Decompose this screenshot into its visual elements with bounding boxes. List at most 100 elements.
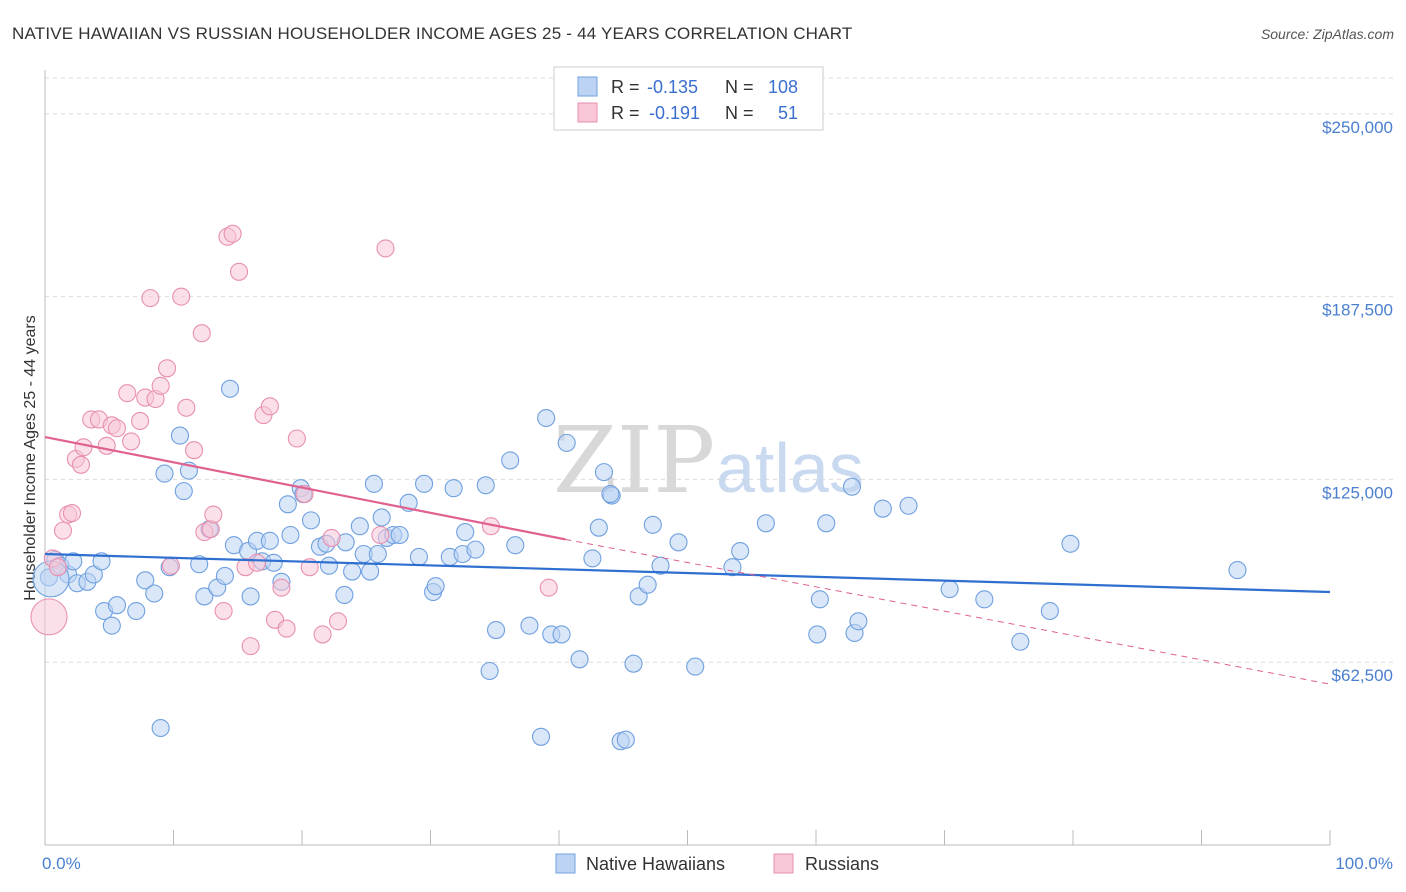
native-hawaiian-point: [570, 650, 589, 669]
y-tick-labels: $62,500 $125,000 $187,500 $250,000: [1322, 118, 1393, 685]
legend-r-label-blue: R =: [611, 77, 640, 97]
legend-n-value-blue: 108: [768, 77, 798, 97]
native-hawaiian-point: [643, 515, 662, 534]
native-hawaiian-point: [190, 555, 209, 574]
native-hawaiian-point: [817, 514, 836, 533]
russian-point: [53, 521, 73, 540]
native-hawaiian-point: [364, 474, 384, 493]
watermark-atlas: atlas: [716, 429, 864, 507]
native-hawaiian-point: [669, 533, 688, 552]
russian-point: [287, 429, 306, 448]
russian-point: [241, 637, 260, 656]
native-hawaiian-point: [220, 379, 240, 398]
native-hawaiian-point: [1011, 632, 1030, 651]
russian-point: [192, 324, 211, 343]
native-hawaiian-point: [368, 544, 387, 564]
russian-point: [122, 432, 141, 451]
legend-swatch-pink: [577, 102, 598, 123]
native-hawaiian-point: [361, 562, 380, 581]
native-hawaiian-point: [444, 479, 463, 498]
russian-point: [172, 287, 191, 306]
native-hawaiian-point: [849, 612, 868, 631]
bottom-legend: Native Hawaiians Russians: [555, 853, 879, 874]
watermark-zip: ZIP: [553, 407, 715, 514]
chart-source: Source: ZipAtlas.com: [1261, 26, 1394, 42]
native-hawaiian-point: [589, 518, 608, 537]
native-hawaiian-point: [215, 566, 234, 585]
native-hawaiian-point: [102, 616, 121, 635]
russian-point: [277, 619, 296, 638]
russian-point: [118, 384, 137, 403]
x-tick-min: 0.0%: [42, 854, 81, 873]
native-hawaiian-point: [92, 552, 111, 571]
native-hawaiian-point: [170, 426, 189, 445]
native-hawaiian-point: [486, 620, 506, 640]
native-hawaiian-point: [260, 531, 279, 550]
native-hawaiian-point: [107, 596, 127, 615]
native-hawaiian-point: [594, 463, 614, 482]
russian-point: [151, 376, 170, 395]
russian-point: [229, 262, 249, 281]
y-tick-label: $187,500: [1322, 301, 1393, 320]
native-hawaiian-point: [127, 601, 146, 621]
native-hawaiian-point: [415, 474, 434, 493]
x-ticks: [44, 830, 1331, 845]
native-hawaiian-point: [174, 482, 193, 501]
native-hawaiian-point: [301, 511, 321, 530]
y-tick-label: $62,500: [1332, 666, 1393, 685]
russian-point: [371, 525, 390, 545]
native-hawaiian-point: [466, 540, 485, 559]
bottom-legend-label-pink: Russians: [805, 854, 879, 874]
native-hawaiian-point: [583, 549, 602, 568]
legend-r-label-pink: R =: [611, 103, 640, 123]
native-hawaiian-point: [281, 525, 300, 545]
trend-lines: [44, 435, 1331, 685]
bottom-legend-swatch-blue: [555, 853, 576, 874]
russian-point: [158, 359, 177, 378]
legend-swatch-blue: [577, 76, 598, 97]
native-hawaiian-point: [557, 433, 576, 452]
legend-r-value-pink: -0.191: [649, 103, 700, 123]
native-hawaiian-point: [731, 542, 750, 561]
native-hawaiian-point: [1061, 534, 1080, 553]
russian-point: [247, 553, 267, 572]
native-hawaiian-point: [616, 730, 635, 749]
russian-point: [107, 419, 127, 438]
native-hawaiian-point: [155, 464, 174, 483]
native-hawaiian-point: [241, 587, 260, 606]
native-hawaiian-point: [1040, 601, 1059, 621]
native-hawaiian-point: [537, 408, 556, 428]
native-hawaiian-point: [873, 499, 892, 518]
native-hawaiian-point: [151, 718, 170, 738]
legend-n-label-pink: N =: [725, 103, 754, 123]
native-hawaiian-point: [64, 552, 83, 571]
native-hawaiian-point: [940, 580, 959, 599]
russian-point: [62, 504, 82, 523]
russian-point: [71, 455, 91, 474]
y-tick-label: $125,000: [1322, 483, 1393, 502]
legend-box: R = -0.135 N = 108 R = -0.191 N = 51: [553, 66, 824, 131]
russian-point: [131, 411, 150, 430]
native-hawaiian-point: [638, 575, 657, 594]
native-hawaiian-point: [601, 485, 620, 504]
chart-title: NATIVE HAWAIIAN VS RUSSIAN HOUSEHOLDER I…: [12, 24, 852, 43]
legend-n-value-pink: 51: [778, 103, 798, 123]
native-hawaiian-point: [343, 562, 362, 581]
native-hawaiian-point: [480, 661, 499, 681]
native-hawaiian-trend-line: [44, 552, 1331, 594]
native-hawaiian-point: [624, 654, 643, 673]
native-hawaiian-point: [195, 587, 214, 606]
russian-trend-extension: [565, 538, 1331, 685]
native-hawaiian-point: [899, 496, 918, 515]
legend-r-value-blue: -0.135: [647, 77, 698, 97]
russian-point: [161, 556, 180, 575]
native-hawaiian-point: [476, 476, 495, 495]
native-hawaiian-point: [390, 525, 409, 545]
russian-point: [272, 578, 291, 597]
russian-point: [204, 505, 223, 524]
russian-point: [74, 438, 93, 457]
russian-point: [214, 601, 233, 621]
y-axis-label: Householder Income Ages 25 - 44 years: [22, 315, 39, 601]
native-hawaiian-point: [686, 657, 705, 676]
